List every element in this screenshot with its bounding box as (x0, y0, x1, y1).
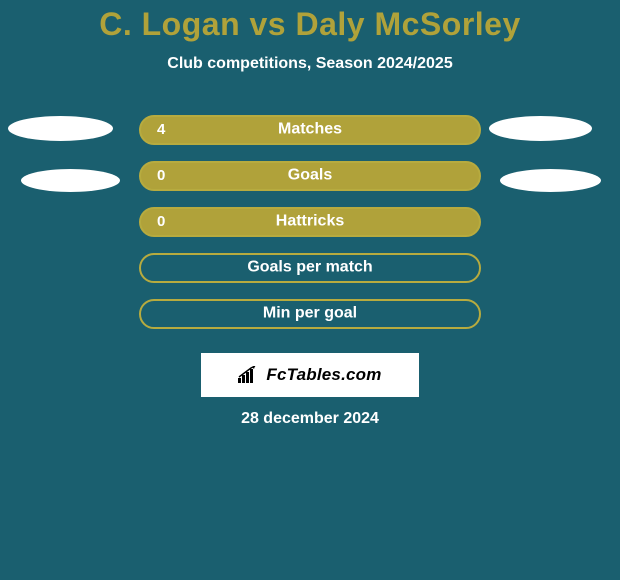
subtitle: Club competitions, Season 2024/2025 (0, 55, 620, 73)
brand-text: FcTables.com (266, 365, 381, 385)
stat-label: Goals (288, 167, 332, 185)
stat-row: Goals per match (0, 253, 620, 299)
stat-bar: Min per goal (139, 299, 481, 329)
stat-label: Goals per match (247, 259, 372, 277)
stat-bar: 0 Goals (139, 161, 481, 191)
stat-value: 0 (157, 213, 165, 230)
page-title: C. Logan vs Daly McSorley (0, 0, 620, 43)
stat-label: Hattricks (276, 213, 344, 231)
stat-label: Matches (278, 121, 342, 139)
stat-row: 0 Goals (0, 161, 620, 207)
left-marker (21, 169, 120, 192)
stat-rows: 4 Matches 0 Goals 0 Hattricks Goals per … (0, 115, 620, 345)
stat-value: 4 (157, 121, 165, 138)
left-marker (8, 116, 113, 141)
stat-row: 4 Matches (0, 115, 620, 161)
stat-row: Min per goal (0, 299, 620, 345)
date-text: 28 december 2024 (241, 410, 379, 428)
brand-logo[interactable]: FcTables.com (201, 353, 419, 397)
stat-row: 0 Hattricks (0, 207, 620, 253)
stat-bar: 4 Matches (139, 115, 481, 145)
stat-value: 0 (157, 167, 165, 184)
stat-label: Min per goal (263, 305, 357, 323)
chart-icon (238, 366, 260, 384)
stat-bar: Goals per match (139, 253, 481, 283)
right-marker (489, 116, 592, 141)
comparison-card: C. Logan vs Daly McSorley Club competiti… (0, 0, 620, 580)
right-marker (500, 169, 601, 192)
stat-bar: 0 Hattricks (139, 207, 481, 237)
